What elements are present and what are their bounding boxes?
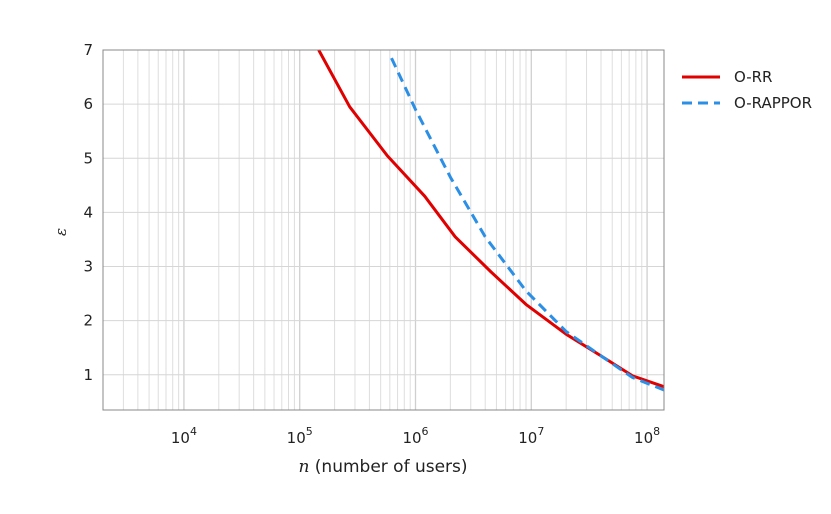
series-layer <box>317 49 665 392</box>
legend: O-RR O-RAPPOR <box>682 68 812 112</box>
series-line-o-rappor <box>390 57 665 392</box>
y-tick-label: 1 <box>83 366 93 384</box>
x-tick-label: 108 <box>634 425 660 447</box>
x-tick-label: 107 <box>518 425 544 447</box>
y-tick-label: 3 <box>83 258 93 276</box>
y-axis-label: ε <box>52 228 70 236</box>
x-tick-label: 104 <box>171 425 197 447</box>
x-axis-label-variable: n <box>298 457 309 477</box>
y-tick-labels: 1 2 3 4 5 6 7 <box>83 41 93 384</box>
y-tick-label: 2 <box>83 312 93 330</box>
x-tick-label: 105 <box>287 425 313 447</box>
y-tick-label: 4 <box>83 203 93 221</box>
series-line-o-rr <box>317 49 665 389</box>
y-tick-label: 7 <box>83 41 93 59</box>
legend-label: O-RAPPOR <box>734 94 812 112</box>
legend-label: O-RR <box>734 68 772 86</box>
x-axis-label: n (number of users) <box>298 457 467 477</box>
y-tick-label: 5 <box>83 149 93 167</box>
y-tick-label: 6 <box>83 95 93 113</box>
plot-area-frame <box>102 49 665 411</box>
x-tick-labels: 104 105 106 107 108 <box>171 425 660 447</box>
x-tick-label: 106 <box>402 425 428 447</box>
major-gridlines <box>103 49 664 410</box>
x-axis-label-text: (number of users) <box>309 457 467 477</box>
